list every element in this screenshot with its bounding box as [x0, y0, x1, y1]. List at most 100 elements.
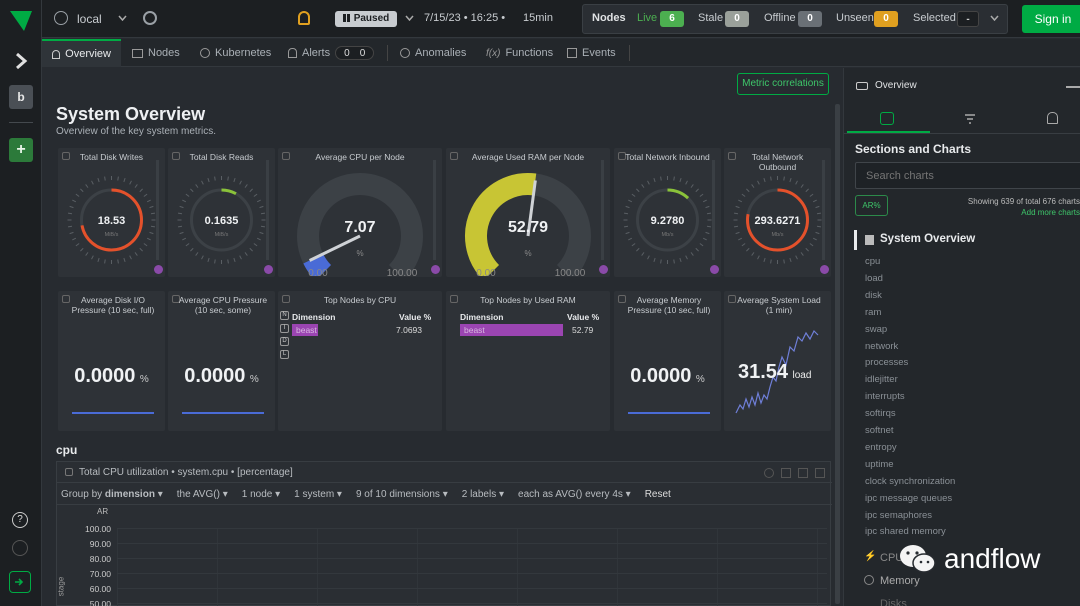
live-count[interactable]: 6 — [660, 11, 684, 27]
section-item[interactable]: processes — [865, 357, 909, 369]
labels-control[interactable]: 2 labels ▾ — [461, 489, 505, 500]
section-group-cpu[interactable]: CPU — [880, 552, 904, 564]
node-badge-icon[interactable] — [264, 265, 273, 274]
live-label[interactable]: Live — [637, 12, 658, 24]
tab-overview[interactable]: Overview — [42, 39, 121, 67]
help-icon[interactable]: ? — [12, 512, 28, 528]
section-item[interactable]: swap — [865, 323, 888, 335]
section-item[interactable]: ram — [865, 306, 882, 318]
workspace-avatar[interactable]: b — [9, 85, 33, 109]
cpu-chart-card[interactable]: Total CPU utilization • system.cpu • [pe… — [56, 461, 832, 606]
gauge-card[interactable]: Average Used RAM per Node 52.79% 0.00 100.… — [446, 148, 610, 277]
section-item[interactable]: idlejitter — [865, 374, 898, 386]
top-nodes-ram-card[interactable]: Top Nodes by Used RAM Dimension Value % … — [446, 291, 610, 431]
chevron-down-icon[interactable] — [118, 15, 127, 21]
duration[interactable]: 15min — [523, 12, 553, 24]
cpu-pressure-card[interactable]: Average CPU Pressure (10 sec, some) 0.00… — [168, 291, 275, 431]
netdata-logo-icon[interactable] — [8, 8, 34, 34]
section-item[interactable]: softirqs — [865, 408, 896, 420]
group-by-control[interactable]: Group by dimension ▾ — [61, 489, 163, 500]
section-item[interactable]: cpu — [865, 256, 881, 267]
tab-anomalies[interactable]: Anomalies — [390, 39, 476, 67]
space-name[interactable]: local — [77, 12, 102, 26]
filter-icon[interactable] — [964, 114, 976, 124]
section-item[interactable]: entropy — [865, 441, 897, 453]
bell-icon[interactable] — [1047, 112, 1058, 124]
gear-icon[interactable] — [143, 11, 157, 25]
expand-sidebar-icon[interactable] — [10, 50, 32, 72]
date-time[interactable]: 7/15/23 • 16:25 • — [424, 12, 506, 24]
section-item[interactable]: clock synchronization — [865, 475, 956, 487]
node-badge-icon[interactable] — [710, 265, 719, 274]
sign-in-button[interactable]: Sign in — [1022, 5, 1080, 33]
gauge-card[interactable]: Total Network Inbound 9.2780 Mb/s — [614, 148, 721, 277]
node-badge-icon[interactable] — [154, 265, 163, 274]
add-more-charts-link[interactable]: Add more charts — [1021, 208, 1080, 217]
settings-icon[interactable] — [781, 468, 791, 478]
section-group-disks[interactable]: Disks — [880, 598, 907, 606]
paused-badge[interactable]: Paused — [335, 11, 397, 27]
offline-count[interactable]: 0 — [798, 11, 822, 27]
dimensions-control[interactable]: 9 of 10 dimensions ▾ — [355, 489, 448, 500]
ar-label[interactable]: AR — [97, 507, 109, 516]
node-badge-icon[interactable] — [431, 265, 440, 274]
active-section[interactable]: System Overview — [880, 233, 976, 245]
instance-filter-icon[interactable]: I — [280, 324, 289, 333]
collapse-icon[interactable] — [1066, 86, 1080, 88]
section-item[interactable]: uptime — [865, 458, 894, 470]
gauge-card[interactable]: Total Disk Reads 0.1635 MiB/s — [168, 148, 275, 277]
offline-label[interactable]: Offline — [764, 12, 796, 24]
unseen-count[interactable]: 0 — [874, 11, 898, 27]
section-item[interactable]: interrupts — [865, 391, 905, 403]
section-item[interactable]: ipc shared memory — [865, 526, 946, 538]
ar-toggle-button[interactable]: AR% — [855, 195, 888, 216]
tab-kubernetes[interactable]: Kubernetes — [190, 39, 281, 67]
selected-label[interactable]: Selected — [913, 12, 956, 24]
section-item[interactable]: load — [865, 272, 883, 284]
system-load-card[interactable]: Average System Load (1 min) 31.54 load — [724, 291, 831, 431]
tab-nodes[interactable]: Nodes — [122, 39, 190, 67]
chevron-down-icon[interactable] — [405, 15, 414, 21]
gauge-card[interactable]: Total Network Outbound 293.6271 Mb/s — [724, 148, 831, 277]
disk-io-pressure-card[interactable]: Average Disk I/O Pressure (10 sec, full)… — [58, 291, 165, 431]
node-badge-icon[interactable] — [599, 265, 608, 274]
lightbulb-icon[interactable] — [298, 11, 310, 25]
label-filter-icon[interactable]: L — [280, 350, 289, 359]
chevron-down-icon[interactable] — [990, 15, 999, 21]
metric-correlations-button[interactable]: Metric correlations — [737, 73, 829, 95]
main-scrollbar[interactable] — [835, 104, 840, 604]
gauge-card[interactable]: Total Disk Writes 18.53 MiB/s — [58, 148, 165, 277]
more-icon[interactable] — [815, 468, 825, 478]
gauge-card[interactable]: Average CPU per Node 7.07% 0.00 100.00 — [278, 148, 442, 277]
settings-icon[interactable] — [12, 540, 28, 556]
unseen-label[interactable]: Unseen — [836, 12, 874, 24]
section-item[interactable]: network — [865, 340, 899, 352]
tab-events[interactable]: Events — [557, 39, 626, 67]
dimension-filter-icon[interactable]: D — [280, 337, 289, 346]
stale-count[interactable]: 0 — [725, 11, 749, 27]
section-item[interactable]: ipc semaphores — [865, 509, 933, 521]
charts-tab-icon[interactable] — [880, 112, 894, 125]
reset-button[interactable]: Reset — [644, 489, 671, 500]
node-filter-icon[interactable]: N — [280, 311, 289, 320]
info-icon[interactable] — [764, 468, 774, 478]
nodes-control[interactable]: 1 node ▾ — [241, 489, 281, 500]
time-aggregation-control[interactable]: each as AVG() every 4s ▾ — [518, 489, 631, 500]
add-space-button[interactable]: + — [9, 138, 33, 162]
tab-functions[interactable]: f(x) Functions — [476, 39, 563, 67]
selected-count[interactable]: - — [957, 11, 979, 27]
node-badge-icon[interactable] — [820, 265, 829, 274]
search-charts-input[interactable] — [855, 162, 1080, 189]
fullscreen-icon[interactable] — [798, 468, 808, 478]
memory-pressure-card[interactable]: Average Memory Pressure (10 sec, full) 0… — [614, 291, 721, 431]
aggregation-control[interactable]: the AVG() ▾ — [176, 489, 228, 500]
section-group-memory[interactable]: Memory — [880, 575, 920, 587]
systems-control[interactable]: 1 system ▾ — [294, 489, 342, 500]
stale-label[interactable]: Stale — [698, 12, 724, 24]
section-item[interactable]: ipc message queues — [865, 492, 953, 504]
section-item[interactable]: softnet — [865, 425, 894, 436]
section-item[interactable]: disk — [865, 289, 882, 301]
top-nodes-cpu-card[interactable]: Top Nodes by CPU N I D L Dimension Value… — [278, 291, 442, 431]
sign-in-icon[interactable] — [9, 571, 31, 593]
